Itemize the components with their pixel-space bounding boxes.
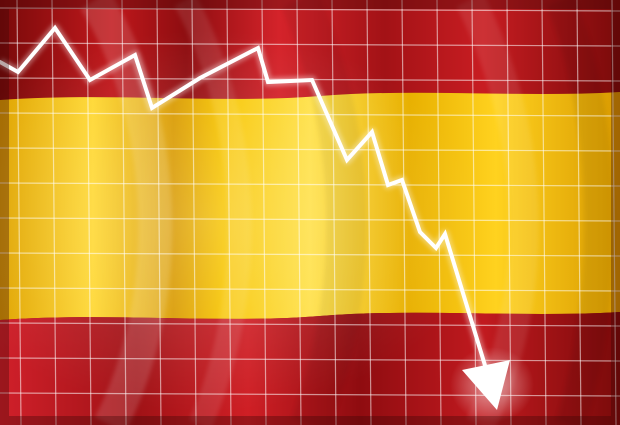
grid-vertical-line [331, 0, 337, 425]
grid-vertical-line [436, 0, 442, 425]
grid-horizontal-line [0, 7, 620, 12]
grid-vertical-line [191, 0, 197, 425]
trend-line [0, 24, 489, 374]
downward-trend-arrow-icon [0, 23, 534, 423]
grid-horizontal-line [0, 42, 620, 47]
grid-vertical-line [51, 0, 57, 425]
grid-horizontal-line [0, 322, 620, 327]
grid-horizontal-line [0, 182, 620, 187]
grid-horizontal-line [0, 112, 620, 117]
trend-arrowhead [462, 360, 510, 410]
grid-vertical-line [121, 0, 127, 425]
grid-vertical-line [296, 0, 302, 425]
grid-horizontal-line [0, 252, 620, 257]
grid-horizontal-line [0, 147, 620, 152]
grid-vertical-line [156, 0, 162, 425]
grid-horizontal-line [0, 217, 620, 222]
grid-horizontal-line [0, 287, 620, 292]
grid-vertical-line [541, 0, 547, 425]
grid-vertical-line [366, 0, 372, 425]
grid-vertical-line [226, 0, 232, 425]
grid-vertical-line [611, 0, 617, 425]
grid-vertical-line [576, 0, 582, 425]
grid-vertical-line [401, 0, 407, 425]
